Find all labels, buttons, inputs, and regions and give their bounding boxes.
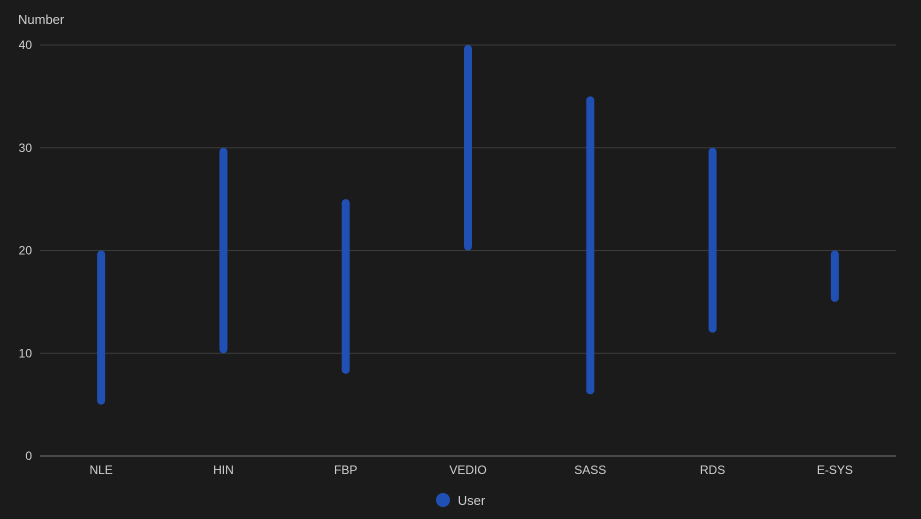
range-bar-fbp[interactable] [341,199,350,374]
x-tick-label-fbp: FBP [334,463,357,477]
x-tick-label-vedio: VEDIO [449,463,486,477]
y-tick-label-0: 0 [25,449,32,463]
range-bar-hin[interactable] [219,147,228,354]
x-tick-labels: NLE HIN FBP VEDIO SASS RDS E-SYS [89,463,852,477]
range-bar-vedio[interactable] [464,45,472,251]
x-tick-label-nle: NLE [89,463,112,477]
y-tick-label-10: 10 [19,346,33,360]
legend-swatch-user [435,493,450,507]
x-tick-label-e-sys: E-SYS [817,463,853,477]
y-tick-label-30: 30 [19,141,33,155]
legend-label-user: User [457,492,486,508]
x-tick-label-sass: SASS [574,463,606,477]
y-axis-title: Number [18,12,65,27]
range-bar-sass[interactable] [586,96,595,395]
x-tick-label-rds: RDS [700,463,725,477]
range-bars [97,45,839,405]
range-bar-nle[interactable] [97,250,106,405]
y-tick-label-20: 20 [19,244,33,258]
range-bar-e-sys[interactable] [830,250,839,302]
x-tick-label-hin: HIN [213,463,234,477]
legend[interactable]: User [0,490,921,510]
y-tick-label-40: 40 [19,38,33,52]
y-tick-labels: 0 10 20 30 40 [19,38,33,463]
range-bar-rds[interactable] [708,147,717,333]
